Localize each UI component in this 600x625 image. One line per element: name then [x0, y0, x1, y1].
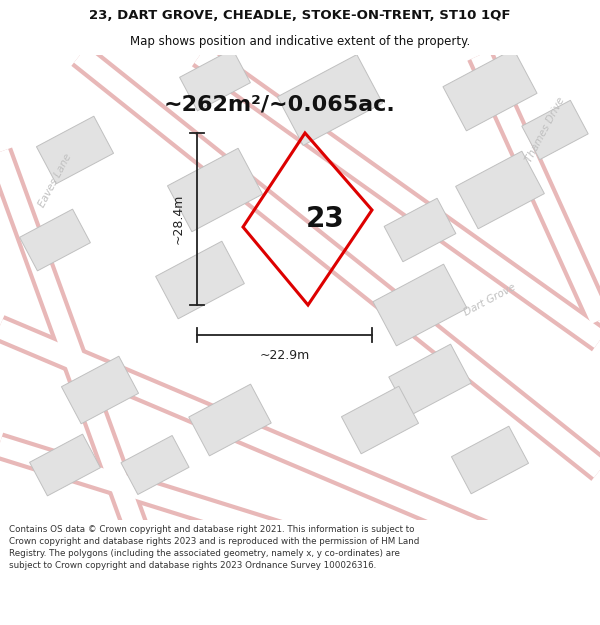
- Polygon shape: [155, 241, 244, 319]
- Polygon shape: [522, 101, 588, 159]
- Polygon shape: [451, 426, 529, 494]
- Polygon shape: [121, 436, 189, 494]
- Polygon shape: [341, 386, 419, 454]
- Polygon shape: [455, 151, 544, 229]
- Text: 23: 23: [305, 205, 344, 232]
- Polygon shape: [29, 434, 100, 496]
- Polygon shape: [384, 198, 456, 262]
- Polygon shape: [20, 209, 91, 271]
- Polygon shape: [37, 116, 113, 184]
- Text: 23, DART GROVE, CHEADLE, STOKE-ON-TRENT, ST10 1QF: 23, DART GROVE, CHEADLE, STOKE-ON-TRENT,…: [89, 9, 511, 22]
- Polygon shape: [389, 344, 471, 416]
- Text: Contains OS data © Crown copyright and database right 2021. This information is : Contains OS data © Crown copyright and d…: [9, 525, 419, 569]
- Polygon shape: [167, 148, 263, 232]
- Polygon shape: [61, 356, 139, 424]
- Polygon shape: [277, 54, 383, 146]
- Polygon shape: [373, 264, 467, 346]
- Polygon shape: [179, 49, 250, 111]
- Polygon shape: [189, 384, 271, 456]
- Text: ~262m²/~0.065ac.: ~262m²/~0.065ac.: [164, 95, 396, 115]
- Text: Thames Drive: Thames Drive: [524, 96, 566, 164]
- Text: Map shows position and indicative extent of the property.: Map shows position and indicative extent…: [130, 35, 470, 48]
- Text: Dart Grove: Dart Grove: [463, 282, 518, 318]
- Text: ~22.9m: ~22.9m: [259, 349, 310, 362]
- Polygon shape: [443, 49, 537, 131]
- Text: ~28.4m: ~28.4m: [172, 194, 185, 244]
- Text: Eaves Lane: Eaves Lane: [37, 151, 73, 209]
